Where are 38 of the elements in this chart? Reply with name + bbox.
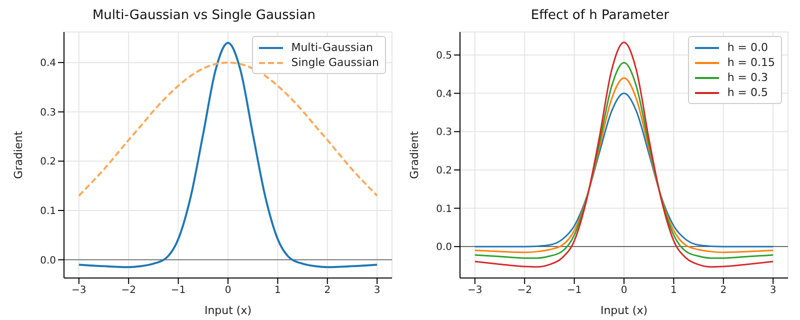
legend-label: h = 0.5 (727, 85, 768, 100)
x-tick-label: 0 (620, 285, 628, 296)
legend-label: Single Gaussian (291, 55, 379, 70)
x-tick-label: −3 (72, 285, 86, 296)
x-tick-label: 3 (374, 285, 380, 296)
y-tick-label: 0.3 (40, 107, 56, 118)
legend-label: h = 0.15 (727, 55, 775, 70)
x-tick-label: −2 (517, 285, 532, 296)
y-axis-title: Gradient (12, 130, 25, 179)
legend-label: Multi-Gaussian (291, 40, 373, 55)
y-tick-label: 0.5 (436, 50, 452, 62)
y-tick-label: 0.0 (436, 242, 452, 254)
y-axis-title: Gradient (408, 130, 421, 179)
x-tick-label: 2 (324, 285, 331, 296)
x-axis-title: Input (x) (204, 304, 252, 317)
y-tick-label: 0.1 (436, 204, 452, 215)
chart-title: Effect of h Parameter (530, 8, 670, 25)
y-tick-label: 0.2 (40, 156, 56, 168)
x-tick-label: −1 (566, 285, 582, 296)
x-tick-label: −3 (468, 285, 482, 296)
y-tick-label: 0.4 (40, 58, 56, 70)
x-tick-label: −1 (170, 285, 186, 296)
y-tick-label: 0.4 (436, 88, 452, 100)
legend-label: h = 0.3 (727, 70, 768, 85)
x-tick-label: −2 (121, 285, 136, 296)
x-tick-label: 0 (224, 285, 232, 296)
x-axis-title: Input (x) (600, 304, 648, 317)
y-tick-label: 0.0 (40, 255, 56, 266)
y-tick-label: 0.1 (40, 206, 56, 218)
line-series (78, 42, 378, 268)
x-tick-label: 1 (670, 285, 677, 296)
x-tick-label: 2 (720, 285, 727, 296)
y-tick-label: 0.2 (436, 165, 452, 176)
x-tick-label: 3 (770, 285, 776, 296)
x-tick-label: 1 (274, 285, 281, 296)
legend-label: h = 0.0 (727, 40, 768, 55)
y-tick-label: 0.3 (436, 127, 452, 138)
chart-title: Multi-Gaussian vs Single Gaussian (91, 8, 317, 25)
